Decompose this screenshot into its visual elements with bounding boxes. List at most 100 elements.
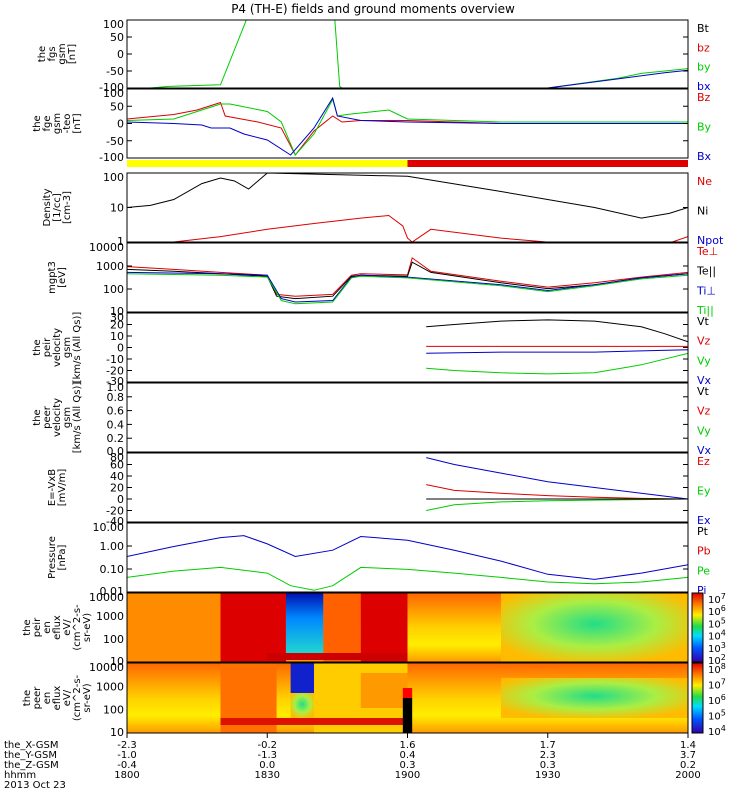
series-ni-line	[127, 173, 688, 219]
ytick-label: 1.0	[107, 381, 125, 394]
series-pe-line	[127, 566, 688, 591]
ylabel-line: mgpt3	[47, 261, 58, 294]
spec-block	[127, 593, 221, 662]
ylabel-line: the	[22, 690, 33, 706]
ytick-label: -20	[106, 505, 124, 518]
legend-by: by	[697, 61, 711, 74]
legend-vz: Vz	[697, 405, 711, 418]
ylabel-line: eflux	[52, 615, 63, 640]
date-label: 2013 Oct 23	[4, 780, 66, 791]
ytick-label: 80	[110, 451, 124, 464]
spec-block	[220, 593, 286, 662]
ytick-label: 10000	[89, 591, 124, 604]
mode-segment	[127, 160, 408, 167]
legend-ti: Ti||	[696, 304, 714, 317]
spec-block	[501, 678, 688, 718]
series-te-line	[127, 261, 688, 300]
panel-frame	[126, 382, 689, 453]
xaxis-row-value: 1800	[114, 770, 139, 781]
colorbar	[691, 592, 704, 663]
ytick-label: 50	[110, 31, 124, 44]
legend-vx: Vx	[697, 374, 712, 387]
ytick-label: 30	[110, 311, 124, 324]
legend-ez: Ez	[697, 455, 710, 468]
legend-bx: bx	[697, 80, 711, 93]
xaxis-row-label: the_Y-GSM	[4, 750, 57, 761]
ytick-label: 0.4	[107, 418, 125, 431]
ylabel-line: [mV/m]	[57, 469, 68, 507]
ylabel-line: the	[22, 619, 33, 635]
panel-mode-bar	[127, 160, 688, 167]
ylabel-line: velocity	[52, 328, 63, 367]
panel-frame	[126, 172, 689, 243]
ytick-label: 100	[103, 633, 124, 646]
ytick-label: -20	[106, 365, 124, 378]
series-pi-line	[127, 535, 688, 580]
peer-spectrogram-image	[126, 592, 689, 734]
ytick-label: 0.8	[107, 391, 125, 404]
ylabel-line: fge	[42, 115, 53, 131]
ylabel-line: (cm^2-s-	[72, 674, 83, 721]
spec-block	[290, 693, 314, 718]
colorbar-label: 108	[708, 662, 726, 676]
ylabel-line: en	[42, 692, 53, 705]
xaxis-row-value: -0.4	[117, 760, 137, 771]
mode-segment	[407, 160, 688, 167]
ytick-label: 0.01	[100, 585, 125, 598]
ytick-label: 0.10	[100, 563, 125, 576]
ylabel-line: en	[42, 621, 53, 634]
ylabel-line: the	[37, 46, 48, 62]
ytick-label: 100	[103, 171, 124, 184]
colorbar-label: 107	[708, 592, 726, 606]
legend-npot: Npot	[697, 234, 724, 247]
ylabel-line: sr-eV)	[82, 613, 93, 642]
ytick-label: 50	[110, 100, 124, 113]
series-ti-line	[127, 271, 688, 303]
xaxis-row-value: -0.2	[257, 740, 277, 751]
series-ex-line	[426, 457, 688, 500]
ylabel-line: E=-VxB	[47, 469, 58, 506]
legend-bx: Bx	[697, 150, 712, 163]
ytick-label: 1000	[96, 610, 124, 623]
ylabel-line: velocity	[52, 398, 63, 437]
xaxis-row-value: -1.3	[257, 750, 277, 761]
ytick-label: 20	[110, 482, 124, 495]
ytick-label: 1000	[96, 260, 124, 273]
colorbar	[691, 662, 704, 734]
spec-block	[402, 698, 413, 733]
spec-block	[290, 663, 314, 693]
xaxis-row-label: the_Z-GSM	[4, 760, 59, 771]
panel-frame	[126, 19, 689, 89]
colorbar-label: 104	[708, 724, 726, 738]
ytick-label: 60	[110, 459, 124, 472]
ytick-label: 10	[110, 726, 124, 739]
series-by-line	[127, 98, 688, 156]
ytick-label: -10	[106, 353, 124, 366]
legend-ne: Ne	[697, 175, 712, 188]
xaxis-row-value: 1.4	[680, 740, 696, 751]
series-vt-line	[426, 319, 688, 343]
ytick-label: 1.00	[100, 540, 125, 553]
legend-pb: Pb	[697, 545, 711, 558]
colorbar-label: 106	[708, 693, 726, 707]
legend-pi: Pi	[697, 584, 706, 597]
ylabel-line: eV/	[62, 619, 73, 636]
ylabel-line: [1/cc]	[52, 193, 63, 222]
ylabel-line: peer	[42, 405, 53, 429]
ylabel-line: peer	[32, 686, 43, 710]
ytick-label: 40	[110, 470, 124, 483]
xaxis-row-label: hhmm	[4, 770, 36, 781]
series-bx-line	[541, 69, 688, 88]
xaxis-row-value: 0.0	[259, 760, 275, 771]
ytick-label: 0	[117, 118, 124, 131]
ylabel-line: [eV]	[57, 267, 68, 288]
ytick-label: -50	[106, 135, 124, 148]
legend-pt: Pt	[697, 525, 709, 538]
ytick-label: 0.2	[107, 432, 125, 445]
ylabel-line: gsm	[57, 43, 68, 64]
